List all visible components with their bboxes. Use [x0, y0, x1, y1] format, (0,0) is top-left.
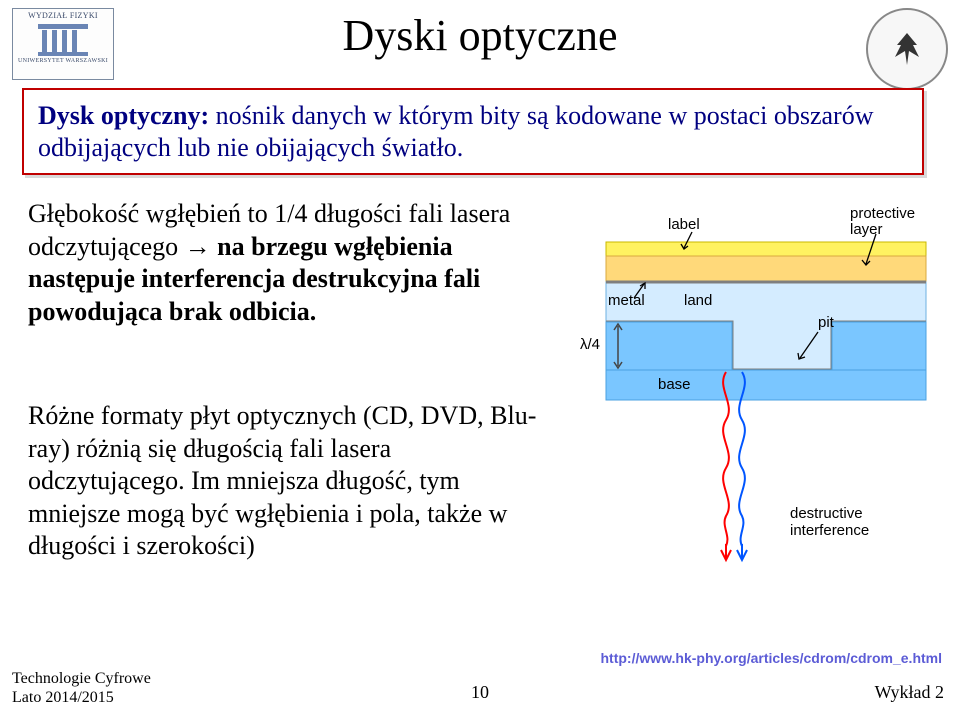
diagram-svg	[566, 198, 946, 568]
optical-disc-diagram: label protectivelayer metal land pit λ/4…	[566, 198, 946, 568]
diagram-label-lambda: λ/4	[580, 336, 600, 353]
diagram-label-label: label	[668, 216, 700, 233]
definition-label: Dysk optyczny:	[38, 101, 209, 130]
diagram-label-protective: protectivelayer	[850, 206, 915, 238]
definition-box: Dysk optyczny: nośnik danych w którym bi…	[22, 88, 924, 175]
paragraph-2: Różne formaty płyt optycznych (CD, DVD, …	[28, 400, 548, 563]
page-number: 10	[0, 682, 960, 703]
slide-title: Dyski optyczne	[0, 10, 960, 61]
diagram-label-destructive: destructiveinterference	[790, 506, 869, 539]
diagram-label-metal: metal	[608, 292, 645, 309]
source-link[interactable]: http://www.hk-phy.org/articles/cdrom/cdr…	[601, 650, 943, 666]
lecture-number: Wykład 2	[875, 682, 944, 703]
diagram-label-land: land	[684, 292, 712, 309]
diagram-label-base: base	[658, 376, 691, 393]
diagram-label-pit: pit	[818, 314, 834, 331]
paragraph-1: Głębokość wgłębień to 1/4 długości fali …	[28, 198, 548, 328]
